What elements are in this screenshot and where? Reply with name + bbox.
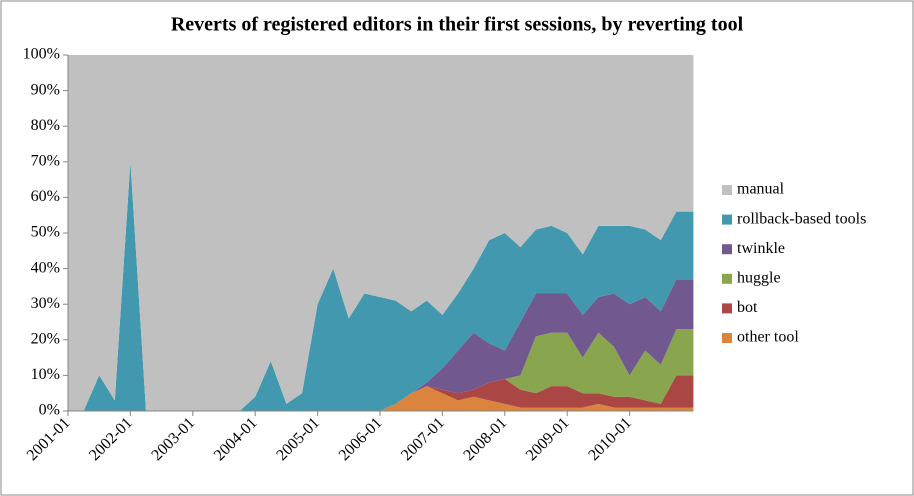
- y-tick-label: 0%: [39, 402, 60, 419]
- y-tick-label: 90%: [31, 81, 60, 98]
- legend-label: bot: [737, 299, 758, 316]
- y-tick-label: 40%: [31, 259, 60, 276]
- legend-label: manual: [737, 181, 785, 198]
- area: [68, 329, 694, 411]
- legend-swatch: [722, 214, 732, 225]
- chart-title: Reverts of registered editors in their f…: [171, 14, 744, 36]
- legend-swatch: [722, 333, 732, 343]
- legend-label: other tool: [737, 329, 799, 346]
- legend-swatch: [722, 303, 732, 314]
- legend-swatch: [722, 244, 732, 255]
- y-tick-label: 70%: [31, 152, 60, 169]
- area: [68, 386, 694, 411]
- y-tick-label: 50%: [31, 224, 60, 241]
- legend-swatch: [722, 185, 732, 195]
- y-tick-label: 60%: [31, 188, 60, 205]
- y-tick-label: 10%: [31, 366, 60, 383]
- y-tick-label: 80%: [31, 117, 60, 134]
- area: [68, 161, 694, 411]
- legend-label: twinkle: [737, 240, 785, 257]
- legend-label: huggle: [737, 269, 781, 286]
- y-tick-label: 20%: [31, 330, 60, 347]
- y-tick-label: 100%: [23, 46, 60, 63]
- area: [68, 55, 694, 411]
- area: [68, 375, 694, 411]
- legend-label: rollback-based tools: [737, 210, 866, 227]
- legend-swatch: [722, 273, 732, 284]
- area: [68, 279, 694, 411]
- y-tick-label: 30%: [31, 295, 60, 312]
